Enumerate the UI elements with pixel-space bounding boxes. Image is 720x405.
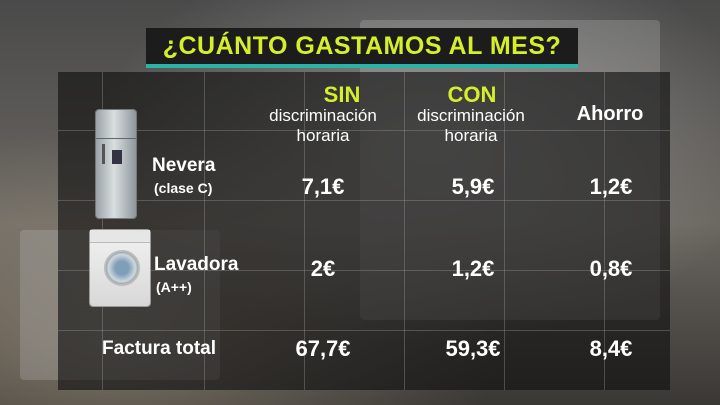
row-label-factura-total: Factura total [102, 338, 217, 359]
grid-line [58, 330, 670, 331]
column-subheader-con-1: discriminación [417, 106, 525, 125]
title-banner: ¿CUÁNTO GASTAMOS AL MES? [146, 28, 578, 68]
washing-machine-icon [90, 230, 150, 306]
value-lavadora-ahorro: 0,8€ [589, 256, 633, 281]
grid-line [58, 130, 670, 131]
grid-line [604, 72, 605, 390]
grid-line [204, 72, 205, 390]
value-total-ahorro: 8,4€ [589, 336, 633, 361]
value-nevera-sin: 7,1€ [301, 174, 345, 199]
value-total-con: 59,3€ [445, 336, 501, 361]
grid-line [504, 72, 505, 390]
row-label-nevera: Nevera [152, 155, 216, 176]
column-header-con: CON [447, 82, 497, 107]
value-nevera-con: 5,9€ [451, 174, 495, 199]
value-lavadora-con: 1,2€ [451, 256, 495, 281]
column-subheader-sin-1: discriminación [269, 106, 377, 125]
grid-line [58, 200, 670, 201]
comparison-table [58, 72, 670, 390]
grid-line [304, 72, 305, 390]
row-sublabel-nevera: (clase C) [154, 180, 213, 196]
row-label-lavadora: Lavadora [154, 254, 239, 275]
column-subheader-sin-2: horaria [296, 126, 350, 145]
page-title: ¿CUÁNTO GASTAMOS AL MES? [162, 32, 562, 60]
column-header-sin: SIN [323, 82, 361, 107]
value-nevera-ahorro: 1,2€ [589, 174, 633, 199]
grid-line [404, 72, 405, 390]
row-sublabel-lavadora: (A++) [156, 279, 192, 295]
value-lavadora-sin: 2€ [310, 256, 336, 281]
fridge-icon [96, 110, 136, 218]
value-total-sin: 67,7€ [295, 336, 351, 361]
grid-line [58, 270, 670, 271]
column-subheader-con-2: horaria [444, 126, 498, 145]
column-header-ahorro: Ahorro [576, 103, 644, 125]
